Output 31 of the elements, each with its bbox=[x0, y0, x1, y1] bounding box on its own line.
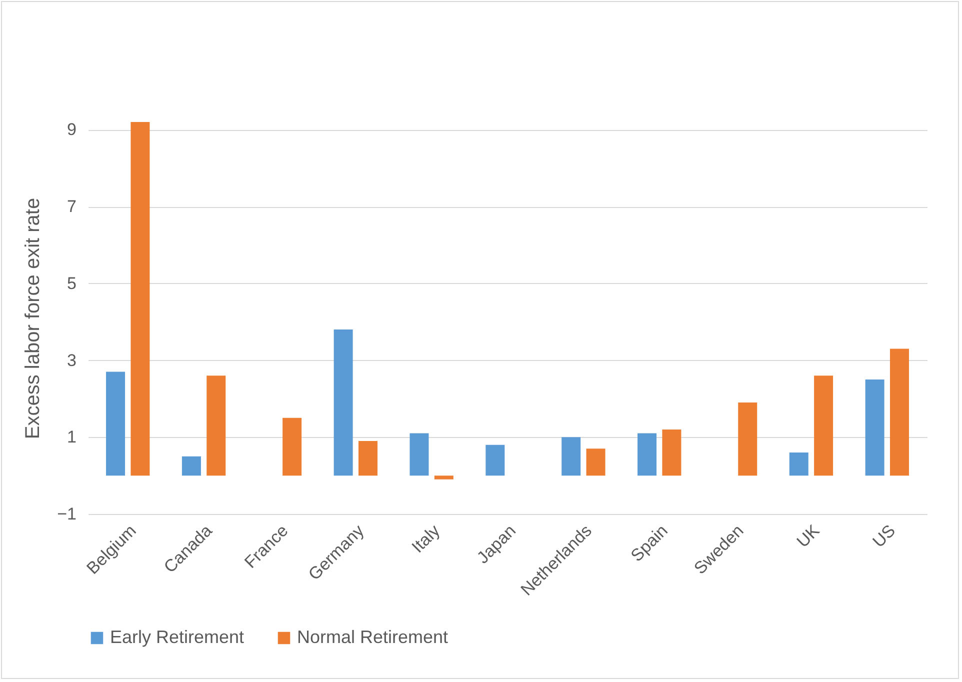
bar bbox=[282, 418, 302, 476]
bar bbox=[789, 452, 808, 476]
x-tick-label: UK bbox=[793, 520, 824, 552]
y-tick-label: 9 bbox=[67, 120, 76, 140]
y-tick-label: 5 bbox=[67, 274, 76, 293]
bar bbox=[890, 348, 909, 476]
legend-label: Early Retirement bbox=[110, 627, 244, 647]
bar bbox=[562, 437, 581, 476]
y-tick-label: 7 bbox=[67, 197, 76, 216]
bar bbox=[814, 376, 834, 476]
y-axis-title: Excess labor force exit rate bbox=[22, 198, 44, 440]
x-tick-label: Italy bbox=[408, 520, 444, 557]
bar bbox=[662, 429, 682, 476]
bar bbox=[410, 433, 429, 476]
bar bbox=[334, 330, 353, 476]
bar bbox=[586, 448, 606, 476]
y-tick-label: 1 bbox=[67, 428, 76, 447]
bar bbox=[206, 376, 226, 476]
bar bbox=[865, 379, 884, 476]
bar bbox=[106, 372, 126, 476]
bar bbox=[738, 402, 758, 476]
bar bbox=[486, 444, 505, 476]
bar bbox=[434, 476, 454, 480]
bar bbox=[638, 433, 657, 476]
y-tick-label: −1 bbox=[57, 504, 76, 524]
y-tick-label: 3 bbox=[67, 350, 76, 370]
bar bbox=[182, 456, 201, 476]
bar bbox=[358, 440, 378, 476]
legend-label: Normal Retirement bbox=[297, 627, 448, 647]
bar bbox=[130, 122, 150, 476]
x-tick-label: US bbox=[869, 521, 900, 552]
